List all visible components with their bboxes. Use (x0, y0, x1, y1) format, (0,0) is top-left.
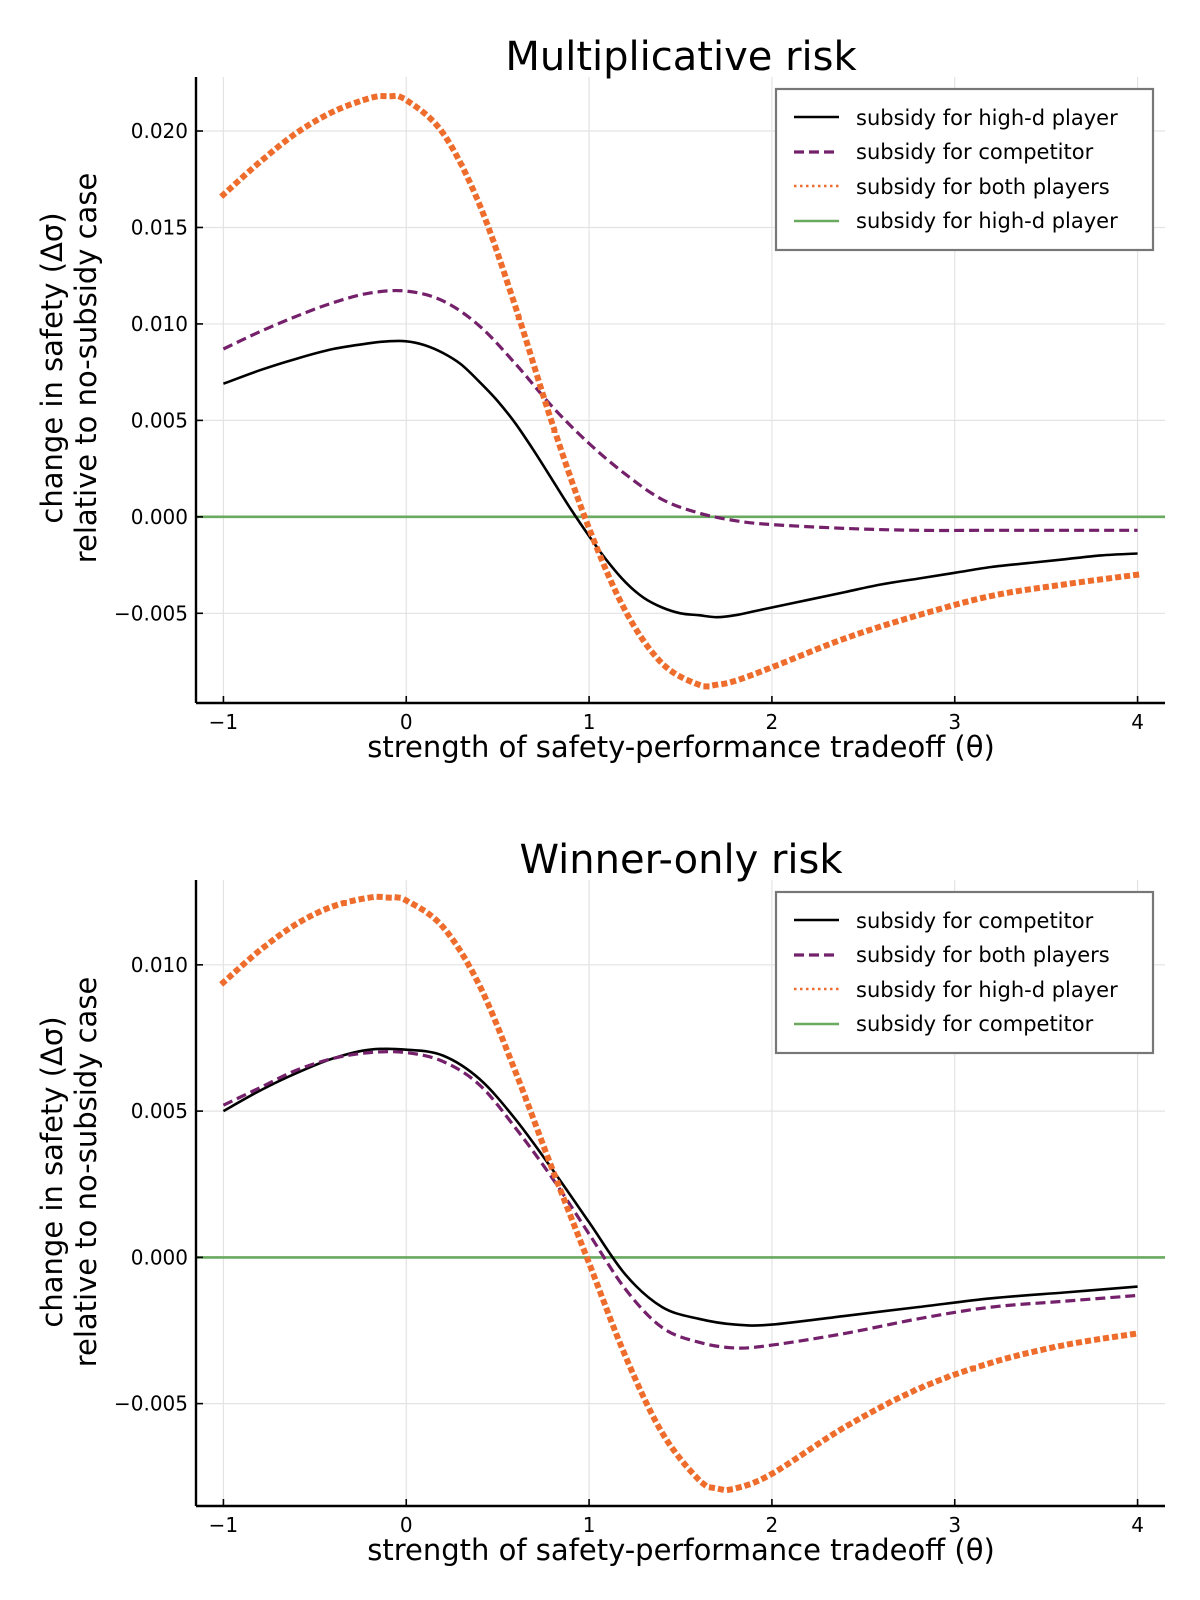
legend: subsidy for competitor subsidy for both … (774, 890, 1155, 1055)
x-tick-label: 1 (583, 710, 596, 734)
series-line-dashed (222, 288, 1138, 533)
legend-entry: subsidy for competitor (794, 909, 1094, 933)
series-line-solid (222, 339, 1138, 619)
x-tick-label: −1 (209, 1513, 238, 1537)
legend-entry: subsidy for both players (794, 175, 1110, 199)
y-tick-label: −0.005 (114, 1392, 188, 1416)
x-tick-label: 0 (400, 1513, 413, 1537)
series-line-dotted (219, 893, 1142, 1493)
x-tick-label: 3 (948, 1513, 961, 1537)
legend-label: subsidy for high-d player (856, 209, 1118, 233)
y-tick-label: 0.000 (131, 1245, 188, 1269)
y-tick-label: 0.010 (131, 312, 188, 336)
x-tick-label: −1 (209, 710, 238, 734)
series-lines (196, 893, 1165, 1493)
legend-label: subsidy for both players (856, 943, 1110, 967)
legend-label: subsidy for high-d player (856, 106, 1118, 130)
y-tick-label: 0.005 (131, 1099, 188, 1123)
legend-entry: subsidy for both players (794, 943, 1110, 967)
legend-label: subsidy for competitor (856, 1012, 1094, 1036)
chart-title: Multiplicative risk (505, 34, 857, 80)
chart-winner-only-risk: Winner-only risk −1 0 1 2 3 4 −0.005 0.000 0.005… (35, 837, 1165, 1567)
legend-label: subsidy for competitor (856, 909, 1094, 933)
legend-entry: subsidy for competitor (794, 1012, 1094, 1036)
series-lines (196, 93, 1165, 690)
y-tick-label: 0.000 (131, 505, 188, 529)
x-tick-label: 2 (766, 710, 779, 734)
x-tick-label: 4 (1131, 710, 1144, 734)
chart-title: Winner-only risk (519, 837, 843, 883)
legend-entry: subsidy for high-d player (794, 978, 1118, 1002)
x-tick-label: 2 (766, 1513, 779, 1537)
y-tick-label: −0.005 (114, 601, 188, 625)
legend: subsidy for high-d player subsidy for co… (774, 87, 1155, 252)
series-line-solid (222, 1047, 1138, 1327)
y-tick-label: 0.010 (131, 953, 188, 977)
legend-label: subsidy for both players (856, 175, 1110, 199)
x-tick-label: 1 (583, 1513, 596, 1537)
axis-ticks: −1 0 1 2 3 4 −0.005 0.000 0.005 0.010 (114, 953, 1144, 1537)
legend-label: subsidy for high-d player (856, 978, 1118, 1002)
axis-ticks: −1 0 1 2 3 4 −0.005 0.000 0.005 0.010 0.015 0.020 (114, 119, 1144, 734)
x-tick-label: 0 (400, 710, 413, 734)
x-axis-label: strength of safety-performance tradeoff … (367, 730, 995, 764)
y-tick-label: 0.020 (131, 119, 188, 143)
x-tick-label: 4 (1131, 1513, 1144, 1537)
series-line-dashed (222, 1050, 1138, 1350)
x-axis-label: strength of safety-performance tradeoff … (367, 1533, 995, 1567)
y-tick-label: 0.015 (131, 215, 188, 239)
chart-multiplicative-risk: Multiplicative risk −1 0 1 2 3 4 −0.005 0.000 0.… (35, 34, 1165, 764)
y-axis-label-line2: relative to no-subsidy case (69, 173, 103, 564)
legend-entry: subsidy for high-d player (794, 209, 1118, 233)
legend-entry: subsidy for high-d player (794, 106, 1118, 130)
legend-label: subsidy for competitor (856, 140, 1094, 164)
y-tick-label: 0.005 (131, 408, 188, 432)
series-line-dotted (219, 93, 1141, 690)
x-tick-label: 3 (948, 710, 961, 734)
y-axis-label-line1: change in safety (Δσ) (35, 212, 69, 523)
legend-entry: subsidy for competitor (794, 140, 1094, 164)
y-axis-label-line2: relative to no-subsidy case (69, 977, 103, 1368)
y-axis-label-line1: change in safety (Δσ) (35, 1016, 69, 1327)
